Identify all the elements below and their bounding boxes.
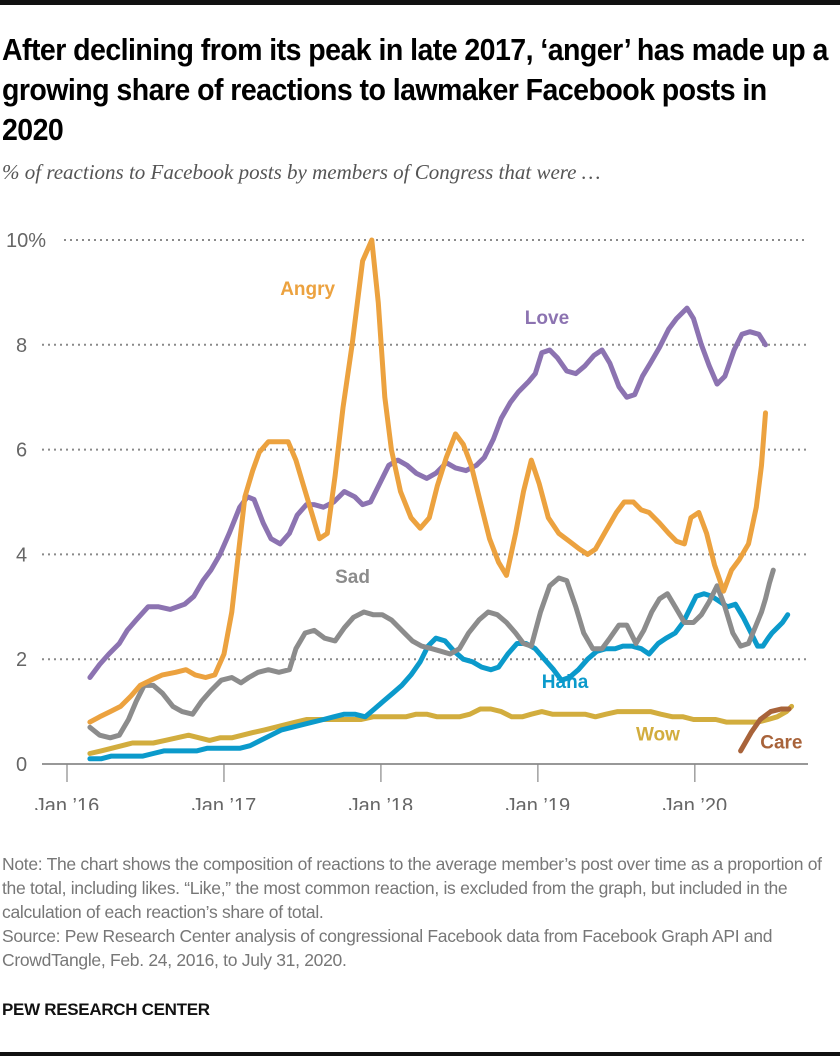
y-axis-ticks: 0 2 4 6 8 10% xyxy=(6,230,46,776)
chart-note: Note: The chart shows the composition of… xyxy=(2,852,838,972)
chart-subtitle: % of reactions to Facebook posts by memb… xyxy=(2,160,601,184)
top-rule xyxy=(0,0,840,5)
y-tick-label: 2 xyxy=(16,649,27,671)
series-line-sad xyxy=(87,567,776,741)
series-label-love: Love xyxy=(525,308,569,329)
note-text: Note: The chart shows the composition of… xyxy=(2,854,822,922)
series-line-care xyxy=(738,706,792,754)
series-labels: Love Angry Sad Haha Wow Care xyxy=(280,279,802,753)
series-label-sad: Sad xyxy=(335,567,370,588)
y-tick-label: 4 xyxy=(16,544,27,566)
y-tick-label: 0 xyxy=(16,754,27,776)
x-tick-label: Jan ’17 xyxy=(192,795,257,810)
series-line-wow xyxy=(87,703,795,756)
series-label-angry: Angry xyxy=(280,279,335,300)
gridlines xyxy=(42,239,808,661)
y-tick-label: 8 xyxy=(16,335,27,357)
series-line-angry xyxy=(87,237,768,725)
series-line-love xyxy=(87,305,768,680)
bottom-rule xyxy=(0,1052,840,1056)
y-tick-label: 6 xyxy=(16,440,27,462)
x-axis: Jan ’16 Jan ’17 Jan ’18 Jan ’19 Jan ’20 xyxy=(35,763,808,810)
organization-logo-text: PEW RESEARCH CENTER xyxy=(2,1000,210,1019)
y-tick-label: 10% xyxy=(6,230,46,252)
series-lines xyxy=(87,237,795,762)
x-tick-label: Jan ’19 xyxy=(506,795,571,810)
series-line-haha xyxy=(87,591,791,762)
series-label-wow: Wow xyxy=(636,724,680,745)
x-tick-label: Jan ’20 xyxy=(663,795,728,810)
x-tick-label: Jan ’18 xyxy=(349,795,414,810)
x-tick-label: Jan ’16 xyxy=(35,795,100,810)
chart-title: After declining from its peak in late 20… xyxy=(2,32,828,147)
source-text: Source: Pew Research Center analysis of … xyxy=(2,926,773,970)
series-label-haha: Haha xyxy=(542,672,589,693)
series-label-care: Care xyxy=(760,732,802,753)
